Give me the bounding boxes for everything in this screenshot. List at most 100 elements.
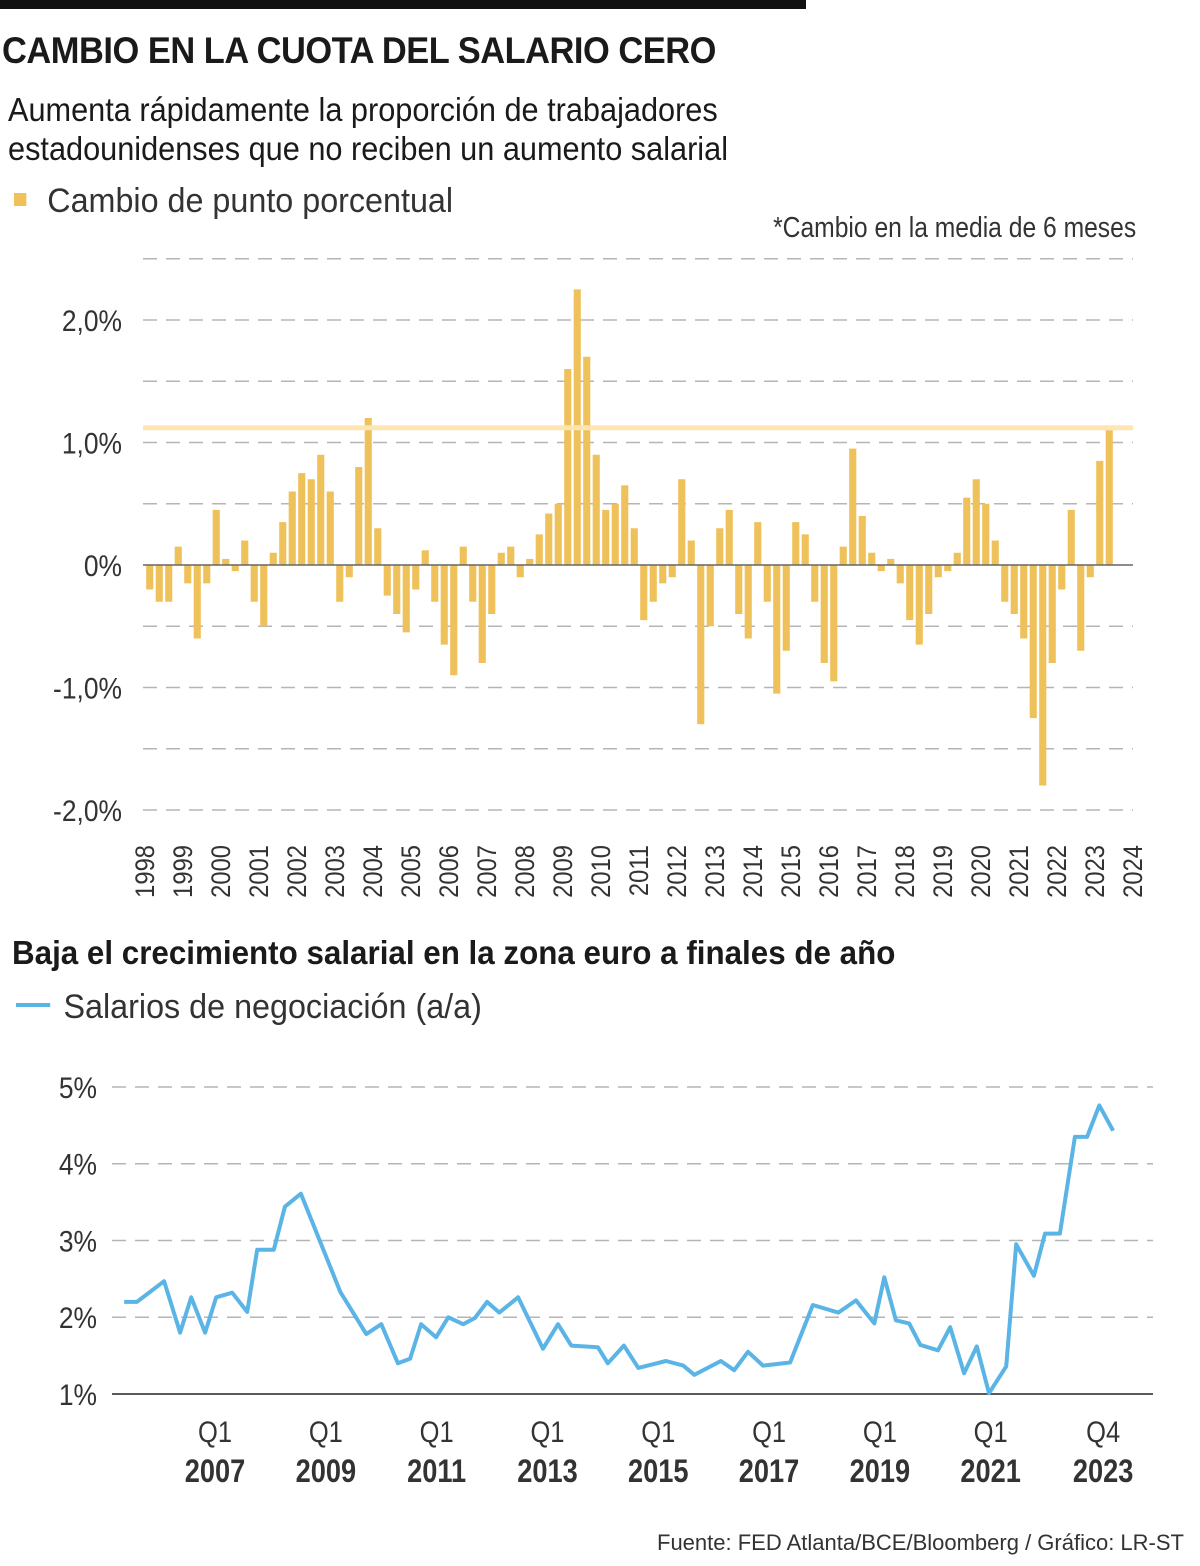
y-tick-label: -2,0% — [53, 793, 122, 827]
line-legend-label: Salarios de negociación (a/a) — [63, 988, 482, 1026]
y-tick-label: 1,0% — [62, 426, 122, 460]
bar — [1001, 565, 1009, 602]
x-tick-year: 2017 — [739, 1454, 799, 1490]
bar — [1096, 460, 1104, 565]
x-tick-label: 2011 — [625, 845, 655, 896]
bar — [431, 565, 439, 602]
bar — [298, 473, 306, 565]
source-note: Fuente: FED Atlanta/BCE/Bloomberg / Gráf… — [657, 1530, 1184, 1555]
bar — [611, 503, 619, 565]
x-tick-label: 2009 — [549, 845, 579, 898]
x-tick-label: 2023 — [1081, 845, 1111, 898]
bar — [877, 565, 885, 572]
bar — [222, 558, 230, 565]
x-tick-label: 2000 — [207, 845, 237, 898]
bar — [469, 565, 477, 602]
x-tick-year: 2021 — [960, 1454, 1020, 1490]
x-tick-year: 2011 — [407, 1454, 466, 1490]
y-tick-label: 4% — [59, 1147, 97, 1181]
bar — [1086, 565, 1094, 578]
bar — [744, 565, 752, 639]
x-tick-quarter: Q1 — [198, 1415, 232, 1448]
x-tick-label: 2001 — [245, 845, 275, 898]
x-tick-quarter: Q1 — [863, 1415, 897, 1448]
bar — [250, 565, 258, 602]
x-tick-label: 2022 — [1043, 845, 1073, 898]
bar — [450, 565, 458, 676]
bar — [497, 552, 505, 565]
bar — [592, 454, 600, 565]
x-tick-label: 2010 — [587, 845, 617, 898]
legend-line-icon — [16, 1003, 51, 1008]
x-tick-label: 2005 — [397, 845, 427, 898]
bar — [906, 565, 914, 621]
bar-chart: 2,0% 1,0% 0% -1,0% -2,0% 1998 1999 2000 2001 2002… — [53, 258, 1149, 898]
bar — [355, 467, 363, 565]
bar-legend: Cambio de punto porcentual — [14, 182, 453, 221]
x-tick-quarter: Q1 — [752, 1415, 786, 1448]
bar — [507, 546, 515, 565]
x-tick-label: 2013 — [701, 845, 731, 898]
bar — [640, 565, 648, 621]
bar — [155, 565, 163, 602]
x-tick-label: 2020 — [967, 845, 997, 898]
bar — [1105, 430, 1113, 565]
bar — [820, 565, 828, 663]
bar — [260, 565, 268, 627]
bar — [402, 565, 410, 633]
bar — [516, 565, 524, 578]
legend-swatch-icon — [14, 192, 27, 206]
bar — [554, 503, 562, 565]
bar — [982, 503, 990, 565]
bar — [564, 369, 572, 565]
page-subtitle: Aumenta rápidamente la proporción de tra… — [8, 91, 729, 167]
bar — [944, 565, 952, 572]
bar — [412, 565, 420, 590]
x-tick-label: 2004 — [359, 845, 389, 898]
x-tick-quarter: Q1 — [420, 1415, 454, 1448]
y-tick-label: 5% — [59, 1070, 97, 1104]
bar — [725, 509, 733, 565]
bar — [887, 558, 895, 565]
y-tick-label: 2% — [59, 1301, 97, 1335]
top-rule — [0, 0, 806, 9]
x-tick-label: 2017 — [853, 845, 883, 898]
bar — [488, 565, 496, 614]
page-title: CAMBIO EN LA CUOTA DEL SALARIO CERO — [2, 30, 716, 71]
bar — [393, 565, 401, 614]
x-tick-label: 2012 — [663, 845, 693, 898]
bar — [336, 565, 344, 602]
bar — [687, 540, 695, 565]
bar — [317, 454, 325, 565]
bar — [602, 509, 610, 565]
x-tick-label: 2002 — [283, 845, 313, 898]
bar — [1010, 565, 1018, 614]
x-tick-quarter: Q1 — [641, 1415, 675, 1448]
bar — [307, 479, 315, 565]
line-legend: Salarios de negociación (a/a) — [16, 988, 482, 1027]
bar — [174, 546, 182, 565]
x-tick-year: 2019 — [850, 1454, 910, 1490]
bar — [934, 565, 942, 578]
bar — [1039, 565, 1047, 786]
bar — [241, 540, 249, 565]
y-tick-label: 2,0% — [62, 303, 122, 337]
x-tick-year: 2015 — [628, 1454, 688, 1490]
bar — [383, 565, 391, 596]
bar — [374, 528, 382, 565]
x-tick-label: 2015 — [777, 845, 807, 898]
bar — [972, 479, 980, 565]
bar — [991, 540, 999, 565]
x-tick-quarter: Q1 — [530, 1415, 564, 1448]
x-tick-label: 2024 — [1119, 845, 1149, 898]
x-tick-label: 2003 — [321, 845, 351, 898]
bar — [630, 528, 638, 565]
x-tick-year: 2007 — [185, 1454, 245, 1490]
bar — [868, 552, 876, 565]
bar — [583, 356, 591, 565]
bar — [830, 565, 838, 682]
bar — [792, 522, 800, 565]
y-tick-label: -1,0% — [53, 671, 122, 705]
bar — [668, 565, 676, 578]
